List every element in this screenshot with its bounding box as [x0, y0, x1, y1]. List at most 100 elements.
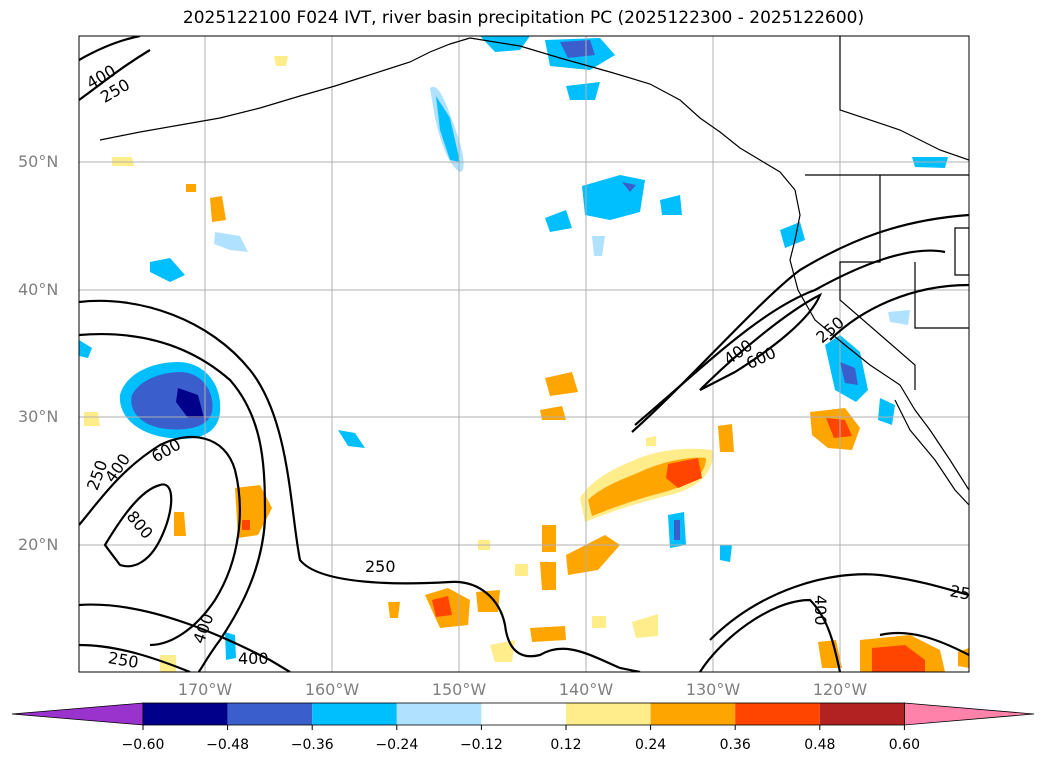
colorbar-tick-label: −0.60	[121, 737, 165, 753]
contour-label: 250	[365, 557, 396, 576]
pos-anomaly-blob	[174, 512, 186, 536]
pos-anomaly-blob	[210, 196, 226, 222]
lat-label-30n: 30°N	[18, 407, 59, 426]
pos-anomaly-core	[872, 645, 925, 672]
ivt-contour-600	[699, 292, 823, 391]
colorbar-segment	[650, 703, 736, 725]
lat-label-40n: 40°N	[18, 280, 59, 299]
neg-anomaly-blob	[582, 175, 645, 220]
colorbar-extend-high	[904, 702, 1035, 726]
neg-anomaly-blob	[338, 430, 365, 448]
pos-anomaly-blob	[476, 590, 500, 612]
colorbar-segment	[819, 703, 905, 725]
lon-label-140w: 140°W	[558, 680, 614, 699]
lat-label-20n: 20°N	[18, 535, 59, 554]
pos-anomaly-blob	[818, 640, 842, 668]
pos-anomaly-blob	[490, 640, 515, 662]
colorbar-segment	[312, 703, 397, 725]
neg-anomaly-core	[622, 182, 636, 192]
neg-anomaly-max	[176, 388, 204, 418]
contour-label: 400	[101, 450, 134, 486]
neg-anomaly-blob	[888, 310, 910, 325]
ivt-contour-250	[709, 573, 969, 641]
ivt-contour-400	[634, 249, 946, 426]
contour-labels: 400 250 250 400 600 800 250 400 250 400 …	[83, 61, 981, 672]
ivt-contour-250	[79, 603, 291, 672]
contour-label: 600	[148, 435, 184, 467]
colorbar-segment	[143, 703, 228, 725]
pos-anomaly-blob	[632, 614, 658, 638]
pos-anomaly-blob	[186, 184, 196, 192]
colorbar-segment	[566, 703, 651, 725]
map-title: 2025122100 F024 IVT, river basin precipi…	[182, 8, 865, 28]
neg-anomaly-blob	[214, 232, 248, 252]
neg-anomaly-core	[674, 520, 680, 540]
pos-anomaly-core	[666, 458, 702, 488]
colorbar-tick-label: 0.48	[804, 737, 836, 753]
colorbar-extend-low	[11, 702, 144, 726]
pos-anomaly-blob	[540, 562, 556, 590]
lon-label-120w: 120°W	[812, 680, 868, 699]
neg-anomaly-blob	[720, 545, 732, 562]
contour-label: 400	[189, 611, 217, 646]
colorbar-segment	[735, 703, 820, 725]
neg-anomaly-blob	[436, 96, 460, 162]
colorbar-segment	[227, 703, 313, 725]
colorbar-segment	[481, 703, 566, 725]
pos-anomaly-blob	[545, 372, 578, 396]
ivt-contour-400	[79, 49, 151, 101]
contour-label: 400	[811, 595, 830, 626]
lon-label-160w: 160°W	[304, 680, 360, 699]
ivt-contour-400	[79, 333, 267, 672]
contour-label: 250	[948, 581, 981, 605]
map-frame	[78, 35, 970, 673]
pos-anomaly-blob	[566, 535, 620, 575]
colorbar-tick-label: 0.24	[635, 737, 667, 753]
pos-anomaly-blob	[542, 525, 556, 552]
pos-anomaly-blob	[274, 56, 288, 66]
colorbar-tick-label: 0.12	[550, 737, 582, 753]
lon-label-150w: 150°W	[431, 680, 487, 699]
neg-anomaly-blob	[660, 195, 682, 215]
ivt-contour-400	[879, 631, 969, 656]
ivt-contours	[79, 36, 969, 672]
colorbar-tick-label: −0.12	[459, 737, 503, 753]
colorbar-tick-label: 0.36	[719, 737, 751, 753]
contour-label: 400	[238, 649, 269, 668]
pos-anomaly-blob	[84, 412, 100, 426]
neg-anomaly-blob	[878, 398, 895, 425]
neg-anomaly-blob	[79, 340, 92, 358]
pos-anomaly-core	[826, 418, 852, 438]
ivt-contour-250	[829, 283, 969, 341]
lon-label-170w: 170°W	[177, 680, 233, 699]
neg-anomaly-blob	[225, 632, 236, 660]
colorbar-tick-label: −0.24	[375, 737, 419, 753]
ivt-contour-400	[79, 643, 191, 672]
pos-anomaly-blob	[530, 626, 566, 642]
lat-label-50n: 50°N	[18, 152, 59, 171]
colorbar-tick-label: 0.60	[888, 737, 920, 753]
neg-anomaly-core	[840, 362, 858, 385]
contour-label: 250	[107, 648, 140, 672]
graticule	[79, 36, 969, 672]
pos-anomaly-core	[242, 520, 250, 530]
pos-anomaly-blob	[592, 616, 606, 628]
coastlines	[99, 36, 969, 506]
ivt-contour-250	[79, 299, 641, 672]
lon-label-130w: 130°W	[685, 680, 741, 699]
ivt-contour-600	[79, 435, 241, 647]
pos-anomaly-core	[432, 596, 452, 617]
pos-anomaly-blob	[515, 564, 528, 576]
neg-anomaly-blob	[566, 82, 600, 100]
colorbar-tick-label: −0.48	[206, 737, 250, 753]
pos-anomaly-blob	[388, 602, 400, 618]
pos-anomaly-blob	[646, 436, 656, 446]
pos-anomaly-blob	[718, 424, 734, 452]
colorbar	[11, 702, 1035, 730]
ivt-contour-800	[103, 483, 173, 568]
colorbar-segment	[396, 703, 482, 725]
neg-anomaly-blob	[545, 210, 572, 232]
map-plot-area: 400 250 250 400 600 800 250 400 250 400 …	[79, 36, 981, 672]
colorbar-tick-label: −0.36	[290, 737, 334, 753]
